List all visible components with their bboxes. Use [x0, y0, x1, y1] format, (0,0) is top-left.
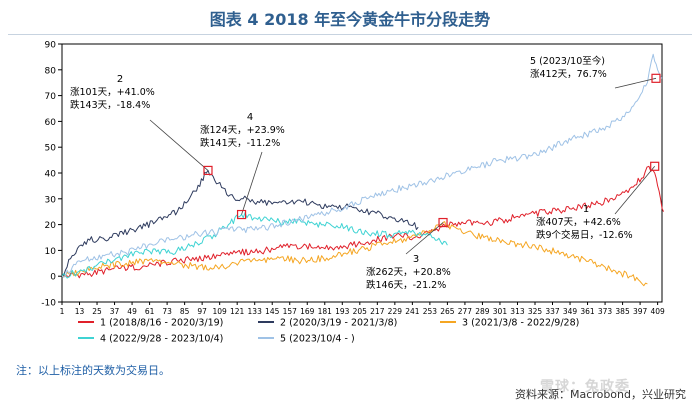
- annotation-label: 4: [247, 112, 253, 123]
- annotation-label: 跌141天，-11.2%: [200, 137, 280, 149]
- chart-title: 图表 4 2018 年至今黄金牛市分段走势: [209, 10, 491, 29]
- x-tick-label: 193: [335, 307, 350, 316]
- legend-label: 3 (2021/3/8 - 2022/9/28): [462, 318, 579, 329]
- legend-label: 5 (2023/10/4 - ): [280, 334, 355, 345]
- x-tick-label: 361: [580, 307, 595, 316]
- y-tick-label: 30: [45, 195, 57, 205]
- x-tick-label: 85: [180, 307, 190, 316]
- x-tick-label: 373: [598, 307, 613, 316]
- x-tick-label: 133: [248, 307, 263, 316]
- legend-label: 4 (2022/9/28 - 2023/10/4): [100, 334, 223, 345]
- x-tick-label: 409: [650, 307, 665, 316]
- annotation-label: 跌143天，-18.4%: [70, 99, 150, 111]
- annotation-leader: [149, 119, 209, 171]
- x-tick-label: 217: [370, 307, 385, 316]
- footnote: 注：以上标注的天数为交易日。: [16, 364, 170, 377]
- watermark: 雪球：兔政委: [540, 379, 630, 395]
- x-tick-label: 49: [127, 307, 137, 316]
- x-tick-label: 73: [162, 307, 172, 316]
- plot-area-frame: [61, 43, 663, 303]
- annotation-label: 3: [413, 254, 419, 265]
- y-tick-label: 40: [45, 170, 57, 180]
- annotation-leader: [405, 222, 444, 255]
- y-tick-label: 90: [45, 41, 57, 51]
- y-tick-label: -10: [41, 299, 56, 309]
- annotation-label: 涨262天，+20.8%: [366, 267, 451, 278]
- x-tick-label: 385: [615, 307, 630, 316]
- x-tick-label: 229: [388, 307, 403, 316]
- x-tick-label: 109: [213, 307, 228, 316]
- y-tick-label: 10: [45, 247, 57, 257]
- x-tick-label: 13: [75, 307, 85, 316]
- legend-label: 2 (2020/3/19 - 2021/3/8): [280, 318, 397, 329]
- annotation-leader: [241, 151, 263, 215]
- annotation-leader: [614, 77, 657, 89]
- x-tick-label: 169: [300, 307, 315, 316]
- x-tick-label: 145: [265, 307, 280, 316]
- annotation-label: 跌146天，-21.2%: [366, 279, 446, 291]
- annotation-leader: [614, 166, 656, 215]
- x-tick-label: 25: [92, 307, 102, 316]
- annotation-label: 2: [117, 74, 123, 85]
- peak-marker: [236, 209, 247, 220]
- y-tick-label: 20: [45, 221, 57, 231]
- annotation-label: 1: [583, 204, 589, 215]
- x-tick-label: 97: [197, 307, 207, 316]
- x-tick-label: 205: [353, 307, 368, 316]
- title-divider: [8, 34, 692, 35]
- x-tick-label: 337: [545, 307, 560, 316]
- x-tick-label: 241: [405, 307, 420, 316]
- peak-marker: [650, 161, 660, 171]
- x-tick-label: 325: [528, 307, 543, 316]
- annotation-label: 跌9个交易日，-12.6%: [536, 229, 633, 241]
- x-tick-label: 121: [230, 307, 245, 316]
- annotation-label: 涨412天，76.7%: [530, 69, 607, 80]
- x-tick-label: 61: [145, 307, 155, 316]
- x-tick-label: 397: [633, 307, 648, 316]
- annotation-label: 涨407天，+42.6%: [536, 217, 621, 228]
- x-tick-label: 289: [475, 307, 490, 316]
- series-line: [61, 169, 419, 277]
- y-tick-label: 80: [45, 66, 57, 76]
- annotation-label: 5 (2023/10至今): [530, 55, 605, 67]
- x-tick-label: 37: [110, 307, 120, 316]
- x-tick-label: 301: [493, 307, 508, 316]
- peak-marker: [651, 73, 661, 83]
- y-tick-label: 0: [50, 273, 56, 283]
- legend-label: 1 (2018/8/16 - 2020/3/19): [100, 318, 223, 329]
- series-line: [61, 212, 448, 279]
- y-tick-label: 70: [45, 92, 57, 102]
- annotation-label: 涨124天，+23.9%: [200, 125, 285, 136]
- source-text: 资料来源：Macrobond，兴业研究: [515, 388, 686, 401]
- x-tick-label: 181: [318, 307, 333, 316]
- x-tick-label: 265: [440, 307, 455, 316]
- x-tick-label: 313: [510, 307, 525, 316]
- peak-marker: [203, 165, 213, 176]
- y-tick-label: 60: [45, 118, 57, 128]
- x-tick-label: 1: [60, 307, 65, 316]
- x-tick-label: 349: [563, 307, 578, 316]
- annotation-label: 涨101天，+41.0%: [70, 87, 155, 98]
- series-line: [61, 53, 663, 278]
- x-tick-label: 157: [283, 307, 298, 316]
- peak-marker: [438, 217, 448, 228]
- x-tick-label: 253: [423, 307, 438, 316]
- x-tick-label: 277: [458, 307, 473, 316]
- series-line: [61, 165, 664, 279]
- series-line: [61, 221, 648, 287]
- y-tick-label: 50: [45, 144, 57, 154]
